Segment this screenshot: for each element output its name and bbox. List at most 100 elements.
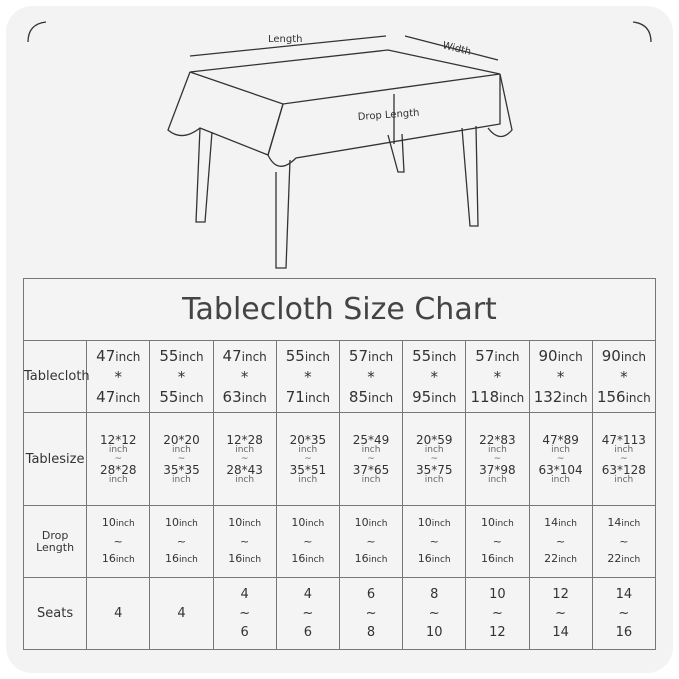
drop-length-cell: 10inch ~16inch bbox=[465, 505, 530, 578]
unit-label: inch bbox=[368, 519, 388, 529]
tablecloth-dimension: 47 bbox=[222, 346, 242, 365]
cell-line: 55inch bbox=[403, 346, 465, 367]
size-chart-table: Tablecloth Size Chart Tablecloth 47inch * 4… bbox=[22, 278, 657, 650]
tablesize-value: 12*28 bbox=[226, 432, 263, 447]
unit-label: inch bbox=[178, 390, 204, 405]
tablesize-value: 25*49 bbox=[352, 432, 390, 447]
unit-label: inch bbox=[304, 390, 330, 405]
cell-line: 47inch bbox=[214, 346, 276, 367]
tablecloth-cell: 47inch * 47inch bbox=[86, 340, 151, 413]
tablecloth-dimension: 90 bbox=[538, 346, 558, 365]
tablesize-value: 20*59 bbox=[415, 432, 453, 447]
drop-length-cell: 10inch ~16inch bbox=[338, 505, 404, 578]
cell-line: 10inch bbox=[214, 514, 276, 533]
tablesize-value: 47*89 bbox=[542, 432, 579, 447]
cell-line: 47inch bbox=[87, 346, 149, 367]
drop-length-cell: 10inch ~16inch bbox=[86, 505, 151, 578]
range-symbol: ~ bbox=[428, 606, 440, 621]
seats-value: 8 bbox=[430, 587, 439, 602]
range-symbol: ~ bbox=[429, 535, 439, 548]
tablesize-cell: 47*113 inch ~63*128 inch bbox=[591, 412, 657, 506]
tablecloth-dimension: 47 bbox=[96, 346, 116, 365]
cell-line: 10inch bbox=[87, 514, 149, 533]
unit-label: inch bbox=[431, 349, 457, 364]
tablesize-value: 35*51 bbox=[289, 462, 327, 477]
row-label-tablecloth: Tablecloth bbox=[22, 340, 90, 413]
drop-value: 16 bbox=[101, 552, 116, 565]
drop-value: 22 bbox=[607, 552, 622, 565]
seats-cell: 8 ~10 bbox=[402, 577, 467, 650]
cell-line: 55inch bbox=[150, 346, 212, 367]
unit-label: inch bbox=[115, 519, 135, 529]
unit-label: inch bbox=[431, 555, 451, 565]
tablesize-value: 22*83 bbox=[479, 432, 516, 447]
times-symbol: * bbox=[367, 367, 375, 386]
leg bbox=[461, 125, 479, 227]
unit-label: inch bbox=[368, 390, 394, 405]
tablesize-value: 28*43 bbox=[226, 462, 263, 477]
unit-label: inch bbox=[494, 519, 514, 529]
tablecloth-dimension: 85 bbox=[348, 387, 368, 406]
tablecloth-dimension: 55 bbox=[412, 346, 432, 365]
cell-line: 90inch bbox=[530, 346, 592, 367]
tablesize-value: 37*98 bbox=[479, 462, 516, 477]
drop-value: 16 bbox=[291, 552, 306, 565]
tablecloth-cell: 47inch * 63 inch bbox=[212, 340, 277, 413]
width-label: Width bbox=[441, 40, 472, 58]
drop-length-cell: 10inch ~16inch bbox=[149, 505, 214, 578]
tablesize-value: 28*28 bbox=[100, 462, 137, 477]
tablecloth-dimension: 63 bbox=[222, 387, 242, 406]
range-symbol: ~ bbox=[240, 453, 249, 464]
unit-label: inch bbox=[620, 349, 646, 364]
tablesize-value: 20*20 bbox=[163, 432, 200, 447]
seats-cell: 4 ~6 bbox=[212, 577, 277, 650]
tablesize-cell: 20*59 inch ~35*75 inch bbox=[402, 412, 467, 506]
table-illustration: Length Width Drop Length bbox=[27, 21, 652, 269]
drop-value: 16 bbox=[480, 552, 495, 565]
cell-line: 71inch bbox=[277, 387, 339, 408]
tablecloth-dimension: 57 bbox=[348, 346, 368, 365]
drop-value: 22 bbox=[544, 552, 559, 565]
drop-value: 16 bbox=[354, 552, 369, 565]
unit-label: inch bbox=[621, 555, 641, 565]
range-symbol: ~ bbox=[303, 535, 313, 548]
drop-length-label: Drop Length bbox=[357, 108, 419, 123]
row-label-tablesize: Tablesize bbox=[22, 412, 88, 506]
unit-label: inch bbox=[298, 444, 318, 455]
unit-label: inch bbox=[551, 474, 571, 485]
unit-label: inch bbox=[305, 519, 325, 529]
cell-line: 16inch bbox=[214, 550, 276, 569]
tablecloth-cell: 57inch * 118inch bbox=[465, 340, 530, 413]
chart-title: Tablecloth Size Chart bbox=[23, 278, 656, 341]
unit-label: inch bbox=[108, 474, 128, 485]
unit-label: inch bbox=[424, 444, 444, 455]
times-symbol: * bbox=[114, 367, 123, 386]
seats-cell: 4 bbox=[86, 577, 151, 650]
unit-label: inch bbox=[241, 349, 267, 364]
tablesize-value: 47*113 bbox=[601, 432, 646, 447]
drop-value: 10 bbox=[354, 516, 369, 529]
range-symbol: ~ bbox=[177, 453, 186, 464]
unit-label: inch bbox=[172, 474, 191, 485]
width-arrow bbox=[404, 35, 499, 61]
range-symbol: ~ bbox=[491, 606, 503, 621]
tablecloth-dimension: 90 bbox=[601, 346, 621, 365]
times-symbol: * bbox=[620, 367, 628, 386]
seats-value: 16 bbox=[615, 625, 633, 640]
tablesize-cell: 22*83 inch ~37*98 inch bbox=[465, 412, 530, 506]
unit-label: inch bbox=[487, 444, 507, 455]
tablesize-value: 20*35 bbox=[289, 432, 327, 447]
length-arrow bbox=[189, 35, 387, 57]
leg bbox=[195, 127, 213, 223]
tablesize-cell: 47*89 inch ~63*104 inch bbox=[528, 412, 593, 506]
tablecloth-dimension: 71 bbox=[285, 387, 305, 406]
cell-line: 90inch bbox=[593, 346, 655, 367]
unit-label: inch bbox=[172, 444, 191, 455]
tablesize-cell: 20*35 inch ~35*51 inch bbox=[275, 412, 340, 506]
corner-mark-right bbox=[632, 21, 652, 43]
drop-value: 10 bbox=[228, 516, 243, 529]
range-symbol: ~ bbox=[367, 453, 375, 464]
times-symbol: * bbox=[240, 367, 249, 386]
unit-label: inch bbox=[557, 349, 583, 364]
times-symbol: * bbox=[304, 367, 312, 386]
